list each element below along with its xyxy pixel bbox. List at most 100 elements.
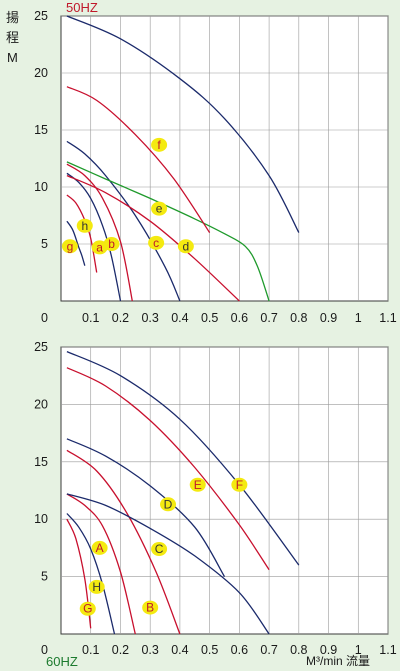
y-tick-label: 5 [41, 570, 48, 584]
curve-badge-e: e [151, 201, 168, 216]
x-tick-label: 0.8 [290, 311, 307, 325]
chart-title-60hz: 60HZ [46, 654, 78, 669]
x-tick-label: 1.1 [379, 311, 396, 325]
pump-curve-F [66, 351, 300, 566]
y-tick-label: 20 [34, 66, 48, 80]
curve-badge-D: D [160, 497, 177, 512]
pump-curve-H [66, 513, 116, 635]
curve-badge-H: H [88, 579, 105, 594]
pump-curve-c [66, 140, 181, 302]
x-tick-label: 0.3 [141, 311, 158, 325]
curve-badge-F: F [231, 477, 248, 492]
x-tick-label: 0.7 [260, 643, 277, 657]
curve-badge-circle [177, 239, 194, 254]
curve-badge-circle [148, 235, 165, 250]
pump-curve-A [66, 493, 136, 635]
y-tick-label: 15 [34, 455, 48, 469]
y-tick-label: 25 [34, 9, 48, 23]
curve-badge-label: f [157, 138, 161, 152]
curve-badge-label: b [108, 237, 115, 251]
curve-badge-label: A [96, 541, 104, 555]
curve-badge-circle [91, 540, 108, 555]
curve-badge-g: g [61, 239, 78, 254]
curve-badge-label: e [156, 202, 163, 216]
curve-badge-d: d [177, 239, 194, 254]
curve-badge-circle [231, 477, 248, 492]
x-tick-label: 0.7 [260, 311, 277, 325]
curve-badge-circle [151, 542, 168, 557]
curve-badge-circle [103, 237, 120, 251]
x-tick-label: 0.5 [201, 643, 218, 657]
curve-badge-label: C [155, 542, 164, 556]
ticks-60hz: 0.1 0.2 0.3 0.4 0.5 0.6 0.7 0.8 0.9 1 1.1 5 10 15 20 25 [34, 340, 397, 657]
pump-curve-C [66, 493, 270, 635]
y-tick-label: 25 [34, 340, 48, 354]
x-tick-label: 0.3 [141, 643, 158, 657]
y-tick-label: 15 [34, 123, 48, 137]
curve-badge-label: g [67, 239, 74, 253]
pump-curve-f [66, 86, 211, 233]
curve-badge-f: f [151, 137, 168, 152]
y-axis-unit: M [7, 50, 18, 65]
curve-badge-B: B [142, 600, 159, 615]
chart-title-50hz: 50HZ [66, 0, 98, 15]
x-tick-label: 0.4 [171, 643, 188, 657]
pump-curve-e [66, 161, 270, 302]
x-tick-label: 0.9 [320, 643, 337, 657]
x-tick-label: 1 [355, 311, 362, 325]
y-tick-label: 10 [34, 512, 48, 526]
curve-badge-circle [79, 601, 96, 616]
y-tick-label: 20 [34, 397, 48, 411]
curve-badge-circle [88, 579, 105, 594]
y-tick-label: 10 [34, 180, 48, 194]
pump-curve-a [66, 172, 122, 302]
x-tick-label: 0.5 [201, 311, 218, 325]
curve-badge-circle [160, 497, 177, 512]
pump-curve-b [66, 163, 133, 302]
x-tick-label: 0.4 [171, 311, 188, 325]
x-tick-label: 0.6 [231, 311, 248, 325]
x-tick-label: 0.6 [231, 643, 248, 657]
curve-badge-label: E [194, 478, 202, 492]
grid-60hz [61, 346, 389, 634]
curve-badge-A: A [91, 540, 108, 555]
x-tick-label: 0.1 [82, 311, 99, 325]
pump-curve-g [66, 220, 86, 266]
y-axis-label-char1: 揚 [6, 10, 19, 25]
curve-badge-label: D [164, 497, 173, 511]
curve-badge-circle [142, 600, 159, 615]
curve-badge-circle [76, 218, 93, 233]
x-tick-label: 0.2 [112, 311, 129, 325]
x-tick-label: 0.1 [82, 643, 99, 657]
pump-curve [66, 15, 300, 233]
curve-badge-label: h [81, 219, 88, 233]
x-tick-label: 0.9 [320, 311, 337, 325]
origin-label-60hz: 0 [41, 643, 48, 657]
curve-badge-circle [151, 201, 168, 216]
ticks-50hz: 0.1 0.2 0.3 0.4 0.5 0.6 0.7 0.8 0.9 1 1.1 5 10 15 20 25 [34, 9, 397, 325]
curve-badge-label: d [183, 239, 190, 253]
pump-curve-B [66, 449, 181, 635]
plot-area-60hz [60, 346, 389, 635]
curve-badge-label: F [236, 478, 243, 492]
curve-badge-c: c [148, 235, 165, 250]
x-tick-label: 1 [355, 643, 362, 657]
curve-badge-circle [151, 137, 168, 152]
curve-badge-h: h [76, 218, 93, 233]
curve-badge-E: E [189, 477, 206, 492]
curve-badge-circle [189, 477, 206, 492]
origin-label-50hz: 0 [41, 311, 48, 325]
x-tick-label: 0.2 [112, 643, 129, 657]
y-tick-label: 5 [41, 237, 48, 251]
pump-curve-D [66, 438, 226, 577]
curve-badge-b: b [103, 237, 120, 251]
curve-badge-C: C [151, 542, 168, 557]
curve-badge-label: c [153, 236, 159, 250]
curve-badge-label: G [83, 602, 92, 616]
x-axis-label: M³/min 流量 [306, 654, 370, 668]
pump-curve-d [66, 175, 240, 302]
curve-badge-label: B [146, 601, 154, 615]
pump-curve-E [66, 367, 270, 571]
curve-badge-circle [61, 239, 78, 254]
